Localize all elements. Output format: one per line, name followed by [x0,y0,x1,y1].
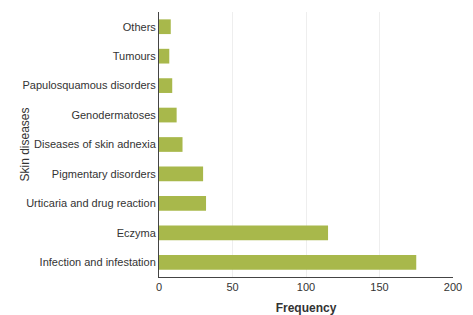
svg-text:Skin diseases: Skin diseases [18,107,32,181]
svg-text:Genodermatoses: Genodermatoses [71,109,156,121]
svg-text:0: 0 [156,281,162,293]
svg-text:Frequency: Frequency [276,301,337,315]
svg-text:100: 100 [297,281,315,293]
svg-text:Papulosquamous disorders: Papulosquamous disorders [22,79,156,91]
svg-text:150: 150 [370,281,388,293]
svg-text:200: 200 [444,281,462,293]
svg-text:Tumours: Tumours [113,50,156,62]
svg-text:50: 50 [226,281,238,293]
svg-text:Others: Others [123,21,157,33]
svg-text:Eczyma: Eczyma [117,227,157,239]
svg-text:Urticaria and drug reaction: Urticaria and drug reaction [26,197,156,209]
svg-text:Infection and infestation: Infection and infestation [40,256,156,268]
svg-text:Diseases of skin adnexia: Diseases of skin adnexia [34,138,157,150]
svg-text:Pigmentary disorders: Pigmentary disorders [52,168,156,180]
